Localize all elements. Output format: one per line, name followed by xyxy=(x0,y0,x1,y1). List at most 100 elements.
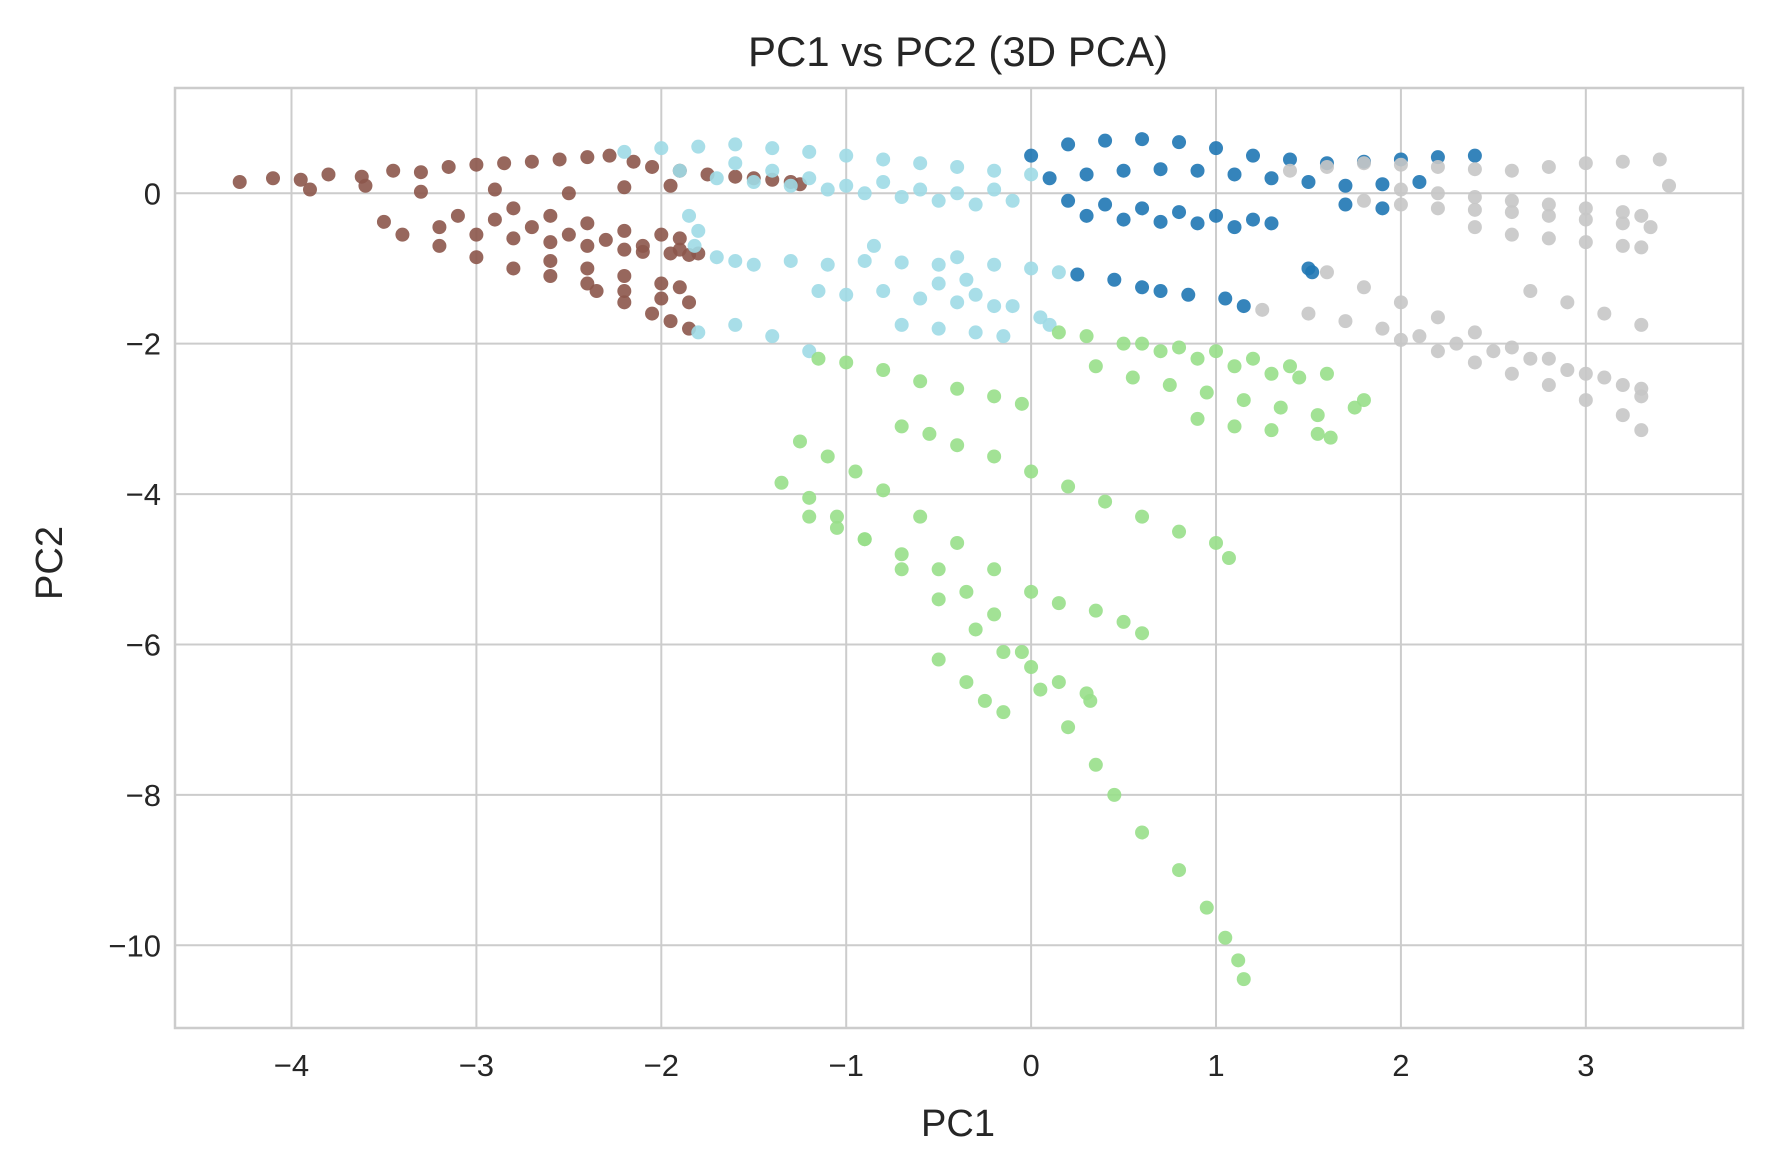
scatter-point xyxy=(1430,344,1445,359)
scatter-point xyxy=(977,693,992,708)
scatter-point xyxy=(802,344,817,359)
scatter-point xyxy=(1467,325,1482,340)
scatter-point xyxy=(1024,584,1039,599)
scatter-point xyxy=(1338,197,1353,212)
scatter-point xyxy=(1264,423,1279,438)
scatter-point xyxy=(1181,287,1196,302)
scatter-point xyxy=(469,250,484,265)
scatter-point xyxy=(1597,306,1612,321)
scatter-point xyxy=(1061,720,1076,735)
scatter-point xyxy=(1523,284,1538,299)
scatter-point xyxy=(1310,408,1325,423)
scatter-series xyxy=(1255,152,1677,438)
scatter-point xyxy=(1070,267,1085,282)
scatter-point xyxy=(987,449,1002,464)
scatter-point xyxy=(1393,295,1408,310)
scatter-point xyxy=(1227,220,1242,235)
scatter-point xyxy=(1005,193,1020,208)
scatter-point xyxy=(672,242,687,257)
scatter-point xyxy=(1172,135,1187,150)
scatter-point xyxy=(1083,693,1098,708)
scatter-point xyxy=(626,154,641,169)
scatter-point xyxy=(1116,212,1131,227)
scatter-point xyxy=(931,257,946,272)
scatter-point xyxy=(386,163,401,178)
scatter-point xyxy=(1190,411,1205,426)
scatter-point xyxy=(1301,175,1316,189)
scatter-point xyxy=(687,238,702,253)
scatter-point xyxy=(691,139,706,154)
scatter-point xyxy=(950,438,965,453)
x-tick-label: 2 xyxy=(1392,1048,1409,1083)
scatter-point xyxy=(487,182,502,197)
scatter-point xyxy=(1356,156,1371,171)
scatter-point xyxy=(617,242,632,257)
scatter-point xyxy=(1061,479,1076,494)
scatter-point xyxy=(959,675,974,690)
scatter-point xyxy=(1264,366,1279,381)
scatter-point xyxy=(654,291,669,306)
scatter-point xyxy=(1051,596,1066,611)
scatter-point xyxy=(1467,148,1482,163)
scatter-point xyxy=(1246,212,1260,227)
scatter-point xyxy=(1098,133,1113,148)
scatter-point xyxy=(950,186,965,201)
scatter-point xyxy=(1199,900,1214,915)
scatter-point xyxy=(1024,261,1039,276)
scatter-point xyxy=(1449,336,1464,351)
scatter-point xyxy=(1319,366,1334,381)
scatter-point xyxy=(691,325,706,340)
scatter-point xyxy=(487,212,502,227)
scatter-point xyxy=(1338,314,1353,329)
scatter-point xyxy=(802,490,817,505)
scatter-point xyxy=(1061,137,1076,152)
scatter-point xyxy=(1231,953,1246,968)
scatter-point xyxy=(543,269,558,283)
scatter-point xyxy=(1153,214,1168,229)
scatter-point xyxy=(1504,205,1519,220)
scatter-point xyxy=(302,182,317,197)
scatter-point xyxy=(1255,302,1270,317)
scatter-point xyxy=(950,295,965,310)
scatter-point xyxy=(1412,175,1427,189)
scatter-point xyxy=(1643,220,1658,235)
scatter-point xyxy=(682,208,697,223)
scatter-point xyxy=(1301,306,1316,321)
scatter-point xyxy=(1264,171,1279,186)
scatter-point xyxy=(765,329,780,344)
scatter-point xyxy=(1079,208,1094,223)
scatter-point xyxy=(1282,359,1297,374)
scatter-point xyxy=(1199,385,1214,400)
scatter-point xyxy=(1523,351,1538,366)
scatter-point xyxy=(598,232,613,247)
scatter-point xyxy=(1153,284,1168,299)
scatter-point xyxy=(839,355,854,370)
scatter-point xyxy=(543,253,558,268)
scatter-point xyxy=(783,253,798,268)
scatter-point xyxy=(802,144,817,159)
scatter-point xyxy=(654,141,669,156)
scatter-point xyxy=(1153,344,1168,359)
scatter-point xyxy=(552,152,567,167)
scatter-point xyxy=(1662,178,1677,193)
scatter-point xyxy=(654,276,669,291)
scatter-point xyxy=(1467,202,1482,217)
x-tick-label: −2 xyxy=(644,1048,679,1083)
scatter-point xyxy=(1634,381,1649,396)
scatter-point xyxy=(432,220,447,235)
scatter-point xyxy=(1356,393,1371,408)
scatter-point xyxy=(913,156,928,171)
scatter-point xyxy=(1162,378,1177,393)
scatter-point xyxy=(321,167,336,182)
y-tick-label: −4 xyxy=(126,477,161,512)
scatter-point xyxy=(1246,148,1260,163)
scatter-point xyxy=(913,182,928,197)
scatter-point xyxy=(1305,265,1320,280)
scatter-point xyxy=(876,284,891,299)
scatter-point xyxy=(1578,393,1593,408)
scatter-point xyxy=(913,374,928,389)
scatter-point xyxy=(765,141,780,156)
scatter-point xyxy=(1209,208,1224,223)
